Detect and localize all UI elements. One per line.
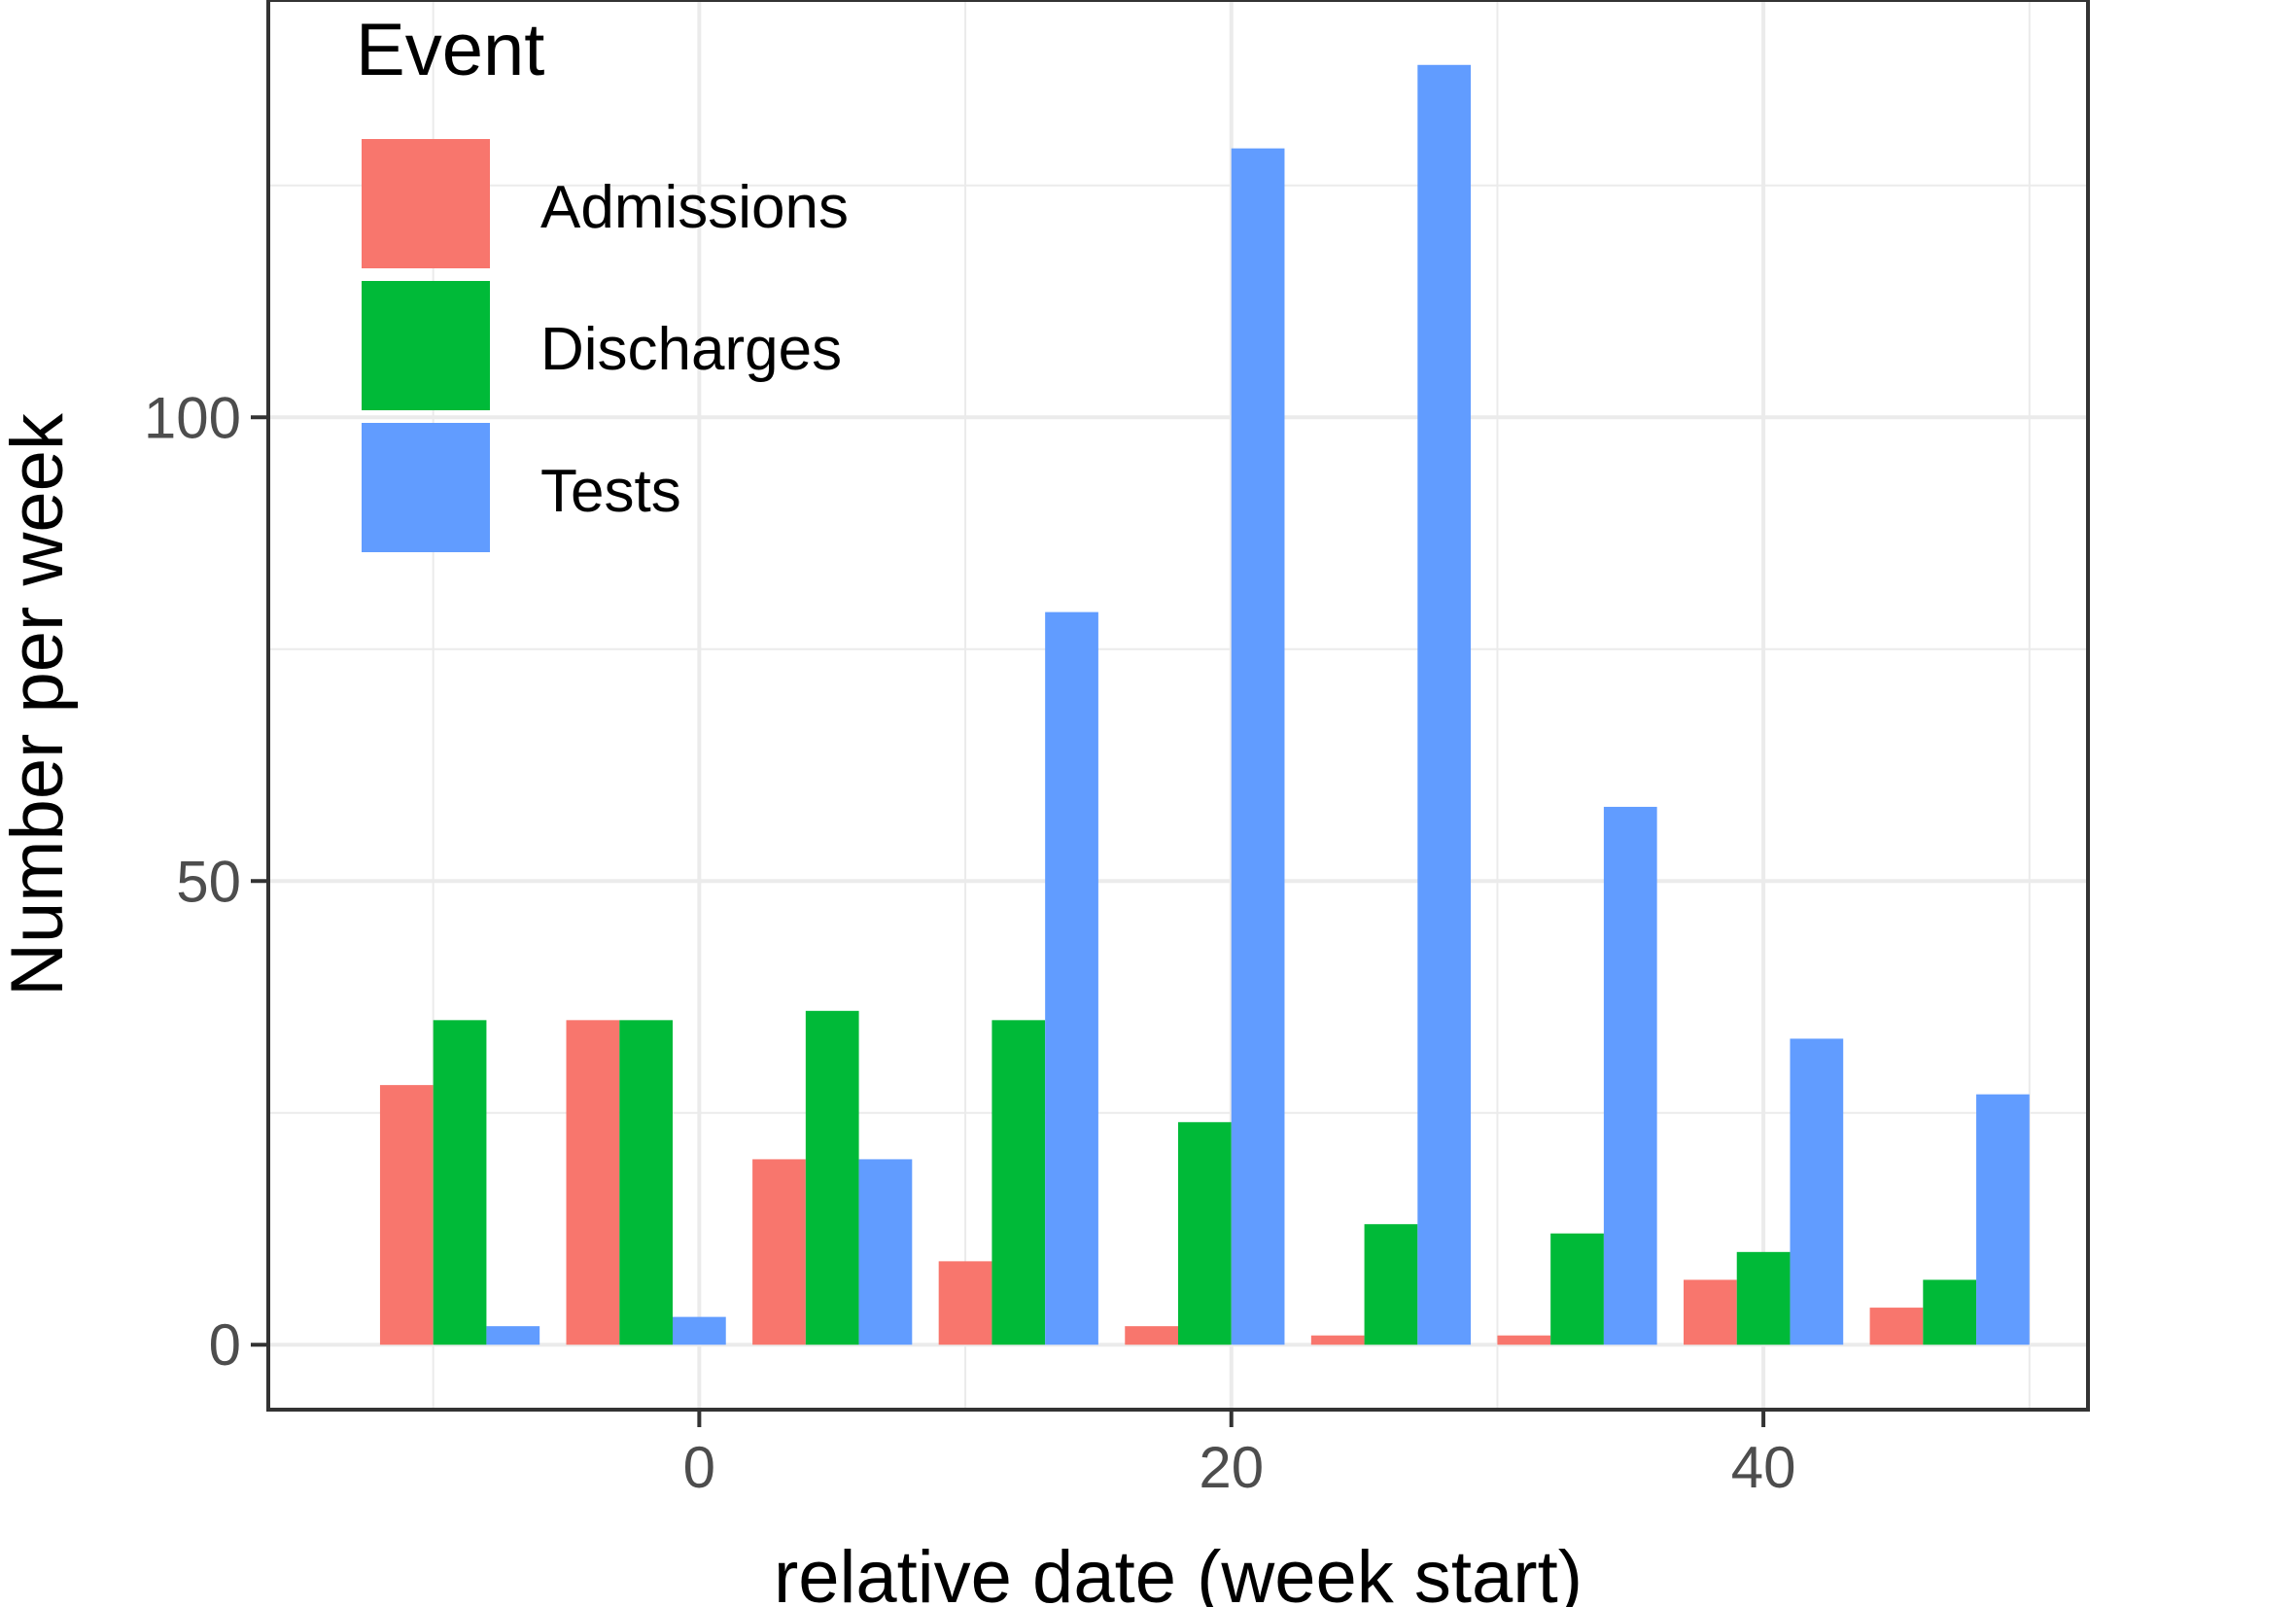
bar-tests xyxy=(1976,1094,2030,1345)
bar-admissions xyxy=(1310,1335,1365,1345)
bar-tests xyxy=(858,1159,913,1345)
bar-discharges xyxy=(1550,1233,1604,1345)
bar-admissions xyxy=(752,1159,806,1345)
bar-admissions xyxy=(938,1261,992,1345)
x-axis-title: relative date (week start) xyxy=(774,1536,1583,1607)
y-tick-label: 100 xyxy=(144,385,241,450)
bar-discharges xyxy=(1364,1224,1418,1345)
bar-discharges xyxy=(1178,1122,1232,1345)
legend-key-admissions xyxy=(362,139,490,268)
y-tick-label: 50 xyxy=(176,849,241,914)
bar-admissions xyxy=(379,1085,434,1345)
bar-discharges xyxy=(619,1020,673,1345)
bar-tests xyxy=(1231,148,1285,1345)
bar-tests xyxy=(1603,806,1657,1345)
bar-admissions xyxy=(1869,1308,1924,1345)
bar-tests xyxy=(1417,64,1472,1345)
bar-tests xyxy=(1045,611,1098,1345)
bar-discharges xyxy=(805,1010,859,1345)
bar-tests xyxy=(673,1316,726,1345)
legend: Event Admissions Discharges Tests xyxy=(356,9,849,552)
bar-admissions xyxy=(1125,1326,1178,1345)
bar-discharges xyxy=(1923,1279,1977,1345)
y-tick-label: 0 xyxy=(209,1312,241,1378)
legend-key-discharges xyxy=(362,281,490,410)
bar-admissions xyxy=(566,1020,620,1345)
axes: 0 20 40 0 50 100 xyxy=(144,385,1796,1500)
y-axis-title: Number per week xyxy=(0,412,79,996)
bar-tests xyxy=(486,1326,540,1345)
bar-tests xyxy=(1790,1038,1844,1345)
bar-admissions xyxy=(1497,1335,1551,1345)
x-tick-label: 40 xyxy=(1731,1435,1796,1500)
legend-title: Event xyxy=(356,9,544,91)
legend-key-tests xyxy=(362,423,490,552)
plot-border xyxy=(266,0,2090,1412)
bars xyxy=(379,64,2030,1345)
legend-label-admissions: Admissions xyxy=(540,174,849,241)
bar-discharges xyxy=(1736,1251,1791,1345)
bar-discharges xyxy=(433,1020,487,1345)
bar-discharges xyxy=(991,1020,1046,1345)
bar-admissions xyxy=(1684,1279,1737,1345)
x-tick-label: 0 xyxy=(683,1435,715,1500)
x-tick-label: 20 xyxy=(1199,1435,1264,1500)
legend-label-tests: Tests xyxy=(540,458,681,525)
legend-label-discharges: Discharges xyxy=(540,316,842,383)
